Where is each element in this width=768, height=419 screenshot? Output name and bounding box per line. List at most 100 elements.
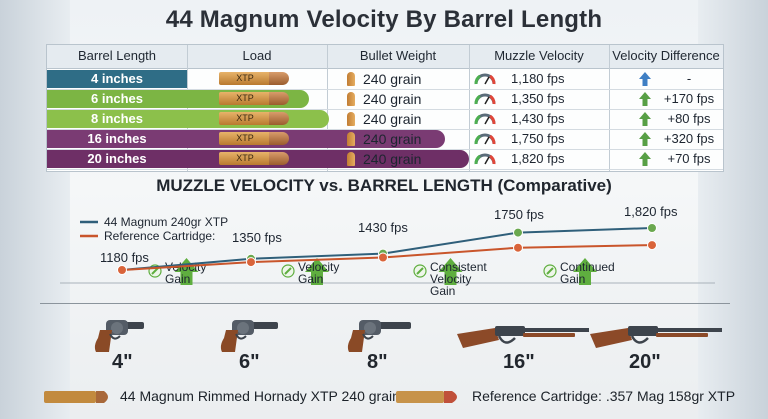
header-muzzle-velocity: Muzzle Velocity xyxy=(494,48,584,63)
velocity-difference-cell: +80 fps xyxy=(667,111,711,126)
barrel-length-label: 4" xyxy=(112,351,133,373)
column-divider xyxy=(609,45,610,171)
table-row: 4 inches XTP 240 grain 1,180 fps - xyxy=(47,69,723,90)
arrow-up-icon xyxy=(639,132,651,146)
velocity-difference-cell: - xyxy=(686,71,692,86)
barrel-band xyxy=(47,70,187,88)
gain-badge-arrow xyxy=(284,267,292,275)
cartridge-icon: XTP xyxy=(219,112,289,125)
table-row: 16 inches XTP 240 grain 1,750 fps +320 fps xyxy=(47,129,723,150)
gain-label: Velocity xyxy=(298,260,339,274)
speedometer-icon xyxy=(474,113,496,125)
speedometer-icon xyxy=(474,153,496,165)
table-row: 6 inches XTP 240 grain 1,350 fps +170 fps xyxy=(47,89,723,110)
chart-title: MUZZLE VELOCITY vs. BARREL LENGTH (Compa… xyxy=(156,176,612,195)
bullet-weight-cell: 240 grain xyxy=(363,111,422,127)
gain-badge-arrow xyxy=(546,267,554,275)
point-value-label: 1430 fps xyxy=(358,220,408,235)
data-point xyxy=(513,242,523,253)
barrel-length-label: 20" xyxy=(629,351,661,373)
gain-label: Continued xyxy=(560,260,615,274)
gain-label: Velocity xyxy=(430,272,471,286)
header-velocity-difference: Velocity Difference xyxy=(612,48,720,63)
data-point xyxy=(117,265,127,275)
velocity-table: Barrel Length Load Bullet Weight Muzzle … xyxy=(46,44,724,172)
revolver-icon xyxy=(345,316,427,361)
revolver-icon xyxy=(92,316,160,361)
velocity-difference-cell: +70 fps xyxy=(667,151,711,166)
bullet-weight-cell: 240 grain xyxy=(363,71,422,87)
magnum-round-icon xyxy=(44,391,108,403)
cartridge-icon: XTP xyxy=(219,92,289,105)
load-label: XTP xyxy=(236,133,254,143)
barrel-length-cell: 20 inches xyxy=(87,151,147,166)
header-barrel-length: Barrel Length xyxy=(77,48,157,63)
arrow-up-icon xyxy=(639,112,651,126)
muzzle-velocity-cell: 1,750 fps xyxy=(511,131,565,146)
page-title: 44 Magnum Velocity By Barrel Length xyxy=(165,6,603,33)
load-label: XTP xyxy=(236,93,254,103)
section-divider xyxy=(40,303,730,304)
bullet-icon xyxy=(347,72,355,86)
gain-label: Consistent xyxy=(430,260,487,274)
barrel-length-cell: 16 inches xyxy=(87,131,147,146)
bullet-weight-cell: 240 grain xyxy=(363,91,422,107)
gain-label: Gain xyxy=(165,272,190,286)
arrow-up-icon xyxy=(639,152,651,166)
load-label: XTP xyxy=(236,73,254,83)
data-point xyxy=(647,223,657,233)
revolver-icon xyxy=(218,316,294,361)
data-point xyxy=(513,227,523,238)
bullet-weight-cell: 240 grain xyxy=(363,151,422,167)
barrel-length-cell: 6 inches xyxy=(90,91,144,106)
barrel-length-label: 16" xyxy=(503,351,535,373)
data-point xyxy=(246,257,256,268)
table-row: 20 inches XTP 240 grain 1,820 fps +70 fps xyxy=(47,149,723,170)
gain-label: Gain xyxy=(298,272,323,286)
data-point xyxy=(378,252,388,263)
bullet-weight-cell: 240 grain xyxy=(363,131,422,147)
point-value-label: 1,820 fps xyxy=(624,204,678,219)
column-divider xyxy=(327,45,328,171)
legend-label: Reference Cartridge: xyxy=(104,229,215,243)
gain-badge-arrow xyxy=(151,267,159,275)
data-point xyxy=(647,240,657,251)
footer-right-label: Reference Cartridge: .357 Mag 158gr XTP xyxy=(472,388,736,404)
lever-rifle-icon xyxy=(588,316,728,361)
speedometer-icon xyxy=(474,93,496,105)
point-value-label: 1180 fps xyxy=(100,250,149,265)
barrel-length-cell: 8 inches xyxy=(90,111,144,126)
muzzle-velocity-cell: 1,180 fps xyxy=(511,71,565,86)
column-divider xyxy=(187,45,188,171)
load-label: XTP xyxy=(236,113,254,123)
point-value-label: 1750 fps xyxy=(494,207,544,222)
bullet-icon xyxy=(347,112,355,126)
arrow-up-icon xyxy=(639,92,651,106)
header-bullet-weight: Bullet Weight xyxy=(359,48,437,63)
gain-arrow-icon xyxy=(438,258,463,285)
velocity-difference-cell: +320 fps xyxy=(663,131,715,146)
arrow-up-icon xyxy=(639,72,651,86)
bullet-icon xyxy=(347,132,355,146)
muzzle-velocity-cell: 1,820 fps xyxy=(511,151,565,166)
gain-label: Gain xyxy=(430,284,455,298)
lever-rifle-icon xyxy=(455,316,595,361)
gain-badge-arrow xyxy=(416,267,424,275)
barrel-length-label: 8" xyxy=(367,351,388,373)
speedometer-icon xyxy=(474,73,496,85)
legend-label: 44 Magnum 240gr XTP xyxy=(104,215,228,229)
speedometer-icon xyxy=(474,133,496,145)
gain-label: Gain xyxy=(560,272,585,286)
bullet-icon xyxy=(347,92,355,106)
cartridge-icon: XTP xyxy=(219,72,289,85)
cartridge-icon: XTP xyxy=(219,132,289,145)
point-value-label: 1350 fps xyxy=(232,230,282,245)
barrel-length-label: 6" xyxy=(239,351,260,373)
footer-left-label: 44 Magnum Rimmed Hornady XTP 240 grain xyxy=(120,388,400,404)
velocity-difference-cell: +170 fps xyxy=(663,91,715,106)
table-header: Barrel Length Load Bullet Weight Muzzle … xyxy=(47,45,723,69)
barrel-length-cell: 4 inches xyxy=(90,71,144,86)
gain-arrow-icon xyxy=(174,258,199,285)
muzzle-velocity-cell: 1,350 fps xyxy=(511,91,565,106)
